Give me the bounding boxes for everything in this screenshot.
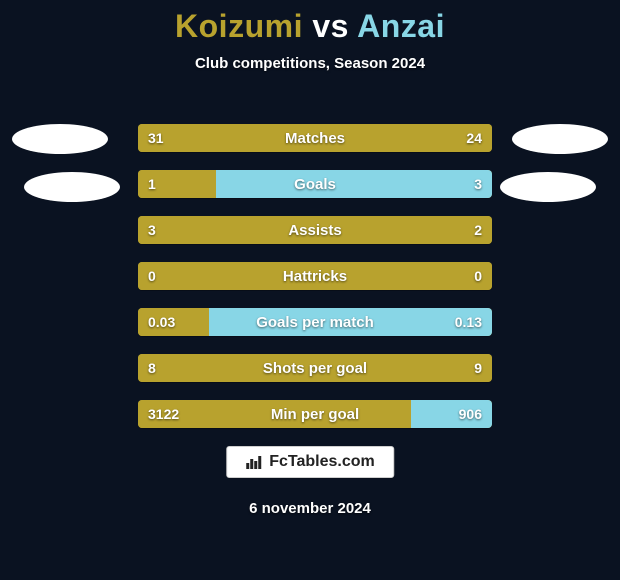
page-title: Koizumi vs Anzai	[0, 8, 620, 45]
stat-value-right: 2	[474, 216, 482, 244]
stat-value-left: 8	[148, 354, 156, 382]
date-label: 6 november 2024	[0, 500, 620, 517]
club-logo-right-2	[500, 172, 596, 202]
comparison-container: Koizumi vs Anzai Club competitions, Seas…	[0, 0, 620, 580]
stat-row: 32Assists	[138, 216, 492, 244]
stat-row: 3122906Min per goal	[138, 400, 492, 428]
stat-value-right: 906	[459, 400, 482, 428]
stat-value-left: 3122	[148, 400, 179, 428]
club-logo-right-1	[512, 124, 608, 154]
stat-row: 89Shots per goal	[138, 354, 492, 382]
stat-value-left: 31	[148, 124, 164, 152]
stat-value-right: 24	[466, 124, 482, 152]
title-player1: Koizumi	[175, 8, 303, 44]
stat-value-right: 9	[474, 354, 482, 382]
club-logo-left-1	[12, 124, 108, 154]
stat-bars: 3124Matches13Goals32Assists00Hattricks0.…	[138, 124, 492, 446]
bars-icon	[245, 454, 263, 470]
stat-fill-left	[138, 124, 492, 152]
subtitle: Club competitions, Season 2024	[0, 55, 620, 72]
stat-value-right: 0	[474, 262, 482, 290]
stat-fill-right	[216, 170, 492, 198]
stat-row: 0.030.13Goals per match	[138, 308, 492, 336]
stat-value-right: 0.13	[455, 308, 482, 336]
stat-row: 13Goals	[138, 170, 492, 198]
stat-fill-left	[138, 216, 492, 244]
stat-value-left: 1	[148, 170, 156, 198]
stat-fill-left	[138, 262, 492, 290]
stat-value-left: 0.03	[148, 308, 175, 336]
source-badge-text: FcTables.com	[269, 453, 375, 471]
stat-value-right: 3	[474, 170, 482, 198]
club-logo-left-2	[24, 172, 120, 202]
stat-value-left: 3	[148, 216, 156, 244]
stat-fill-left	[138, 354, 492, 382]
title-vs: vs	[312, 8, 349, 44]
stat-row: 00Hattricks	[138, 262, 492, 290]
stat-value-left: 0	[148, 262, 156, 290]
stat-fill-right	[209, 308, 492, 336]
source-badge[interactable]: FcTables.com	[226, 446, 394, 478]
stat-row: 3124Matches	[138, 124, 492, 152]
title-player2: Anzai	[357, 8, 445, 44]
